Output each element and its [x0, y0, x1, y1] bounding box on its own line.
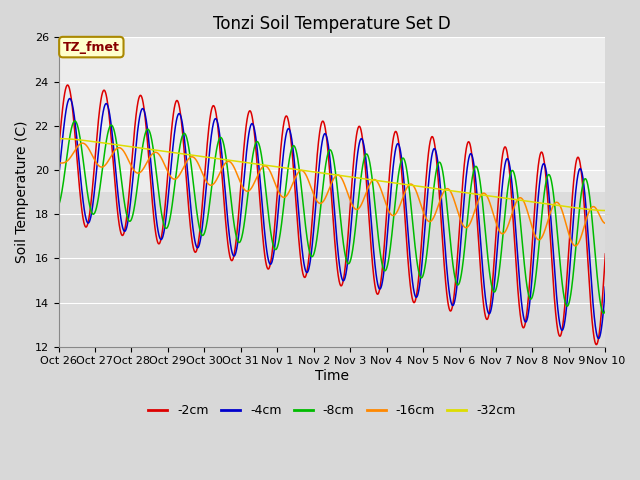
-32cm — [591, 207, 598, 213]
-32cm — [117, 143, 125, 148]
Line: -2cm: -2cm — [58, 85, 605, 345]
-4cm — [66, 96, 74, 101]
-32cm — [264, 163, 272, 168]
-32cm — [150, 147, 157, 153]
-8cm — [264, 211, 272, 217]
-4cm — [532, 223, 540, 229]
-2cm — [593, 342, 600, 348]
-2cm — [64, 82, 72, 88]
-16cm — [117, 145, 125, 151]
-2cm — [150, 212, 157, 217]
-2cm — [532, 188, 540, 194]
-8cm — [288, 144, 296, 150]
-8cm — [54, 203, 62, 208]
Y-axis label: Soil Temperature (C): Soil Temperature (C) — [15, 121, 29, 263]
-2cm — [264, 266, 272, 272]
Bar — [58, 37, 605, 192]
-8cm — [117, 175, 125, 180]
X-axis label: Time: Time — [315, 369, 349, 383]
Line: -8cm: -8cm — [58, 121, 605, 313]
-4cm — [595, 336, 602, 341]
-16cm — [532, 234, 540, 240]
-16cm — [288, 182, 296, 188]
Text: TZ_fmet: TZ_fmet — [63, 41, 120, 54]
-8cm — [71, 118, 79, 124]
-4cm — [150, 189, 157, 195]
-8cm — [600, 311, 607, 316]
Line: -4cm: -4cm — [58, 98, 605, 338]
-8cm — [150, 148, 157, 154]
-16cm — [572, 243, 579, 249]
-16cm — [150, 150, 157, 156]
-32cm — [532, 200, 540, 205]
-8cm — [532, 273, 540, 278]
-2cm — [117, 230, 125, 236]
-16cm — [602, 220, 609, 226]
-16cm — [79, 140, 86, 146]
-4cm — [602, 284, 609, 290]
-4cm — [264, 257, 272, 263]
-32cm — [288, 166, 296, 172]
-16cm — [54, 160, 62, 166]
-4cm — [54, 176, 62, 181]
-8cm — [591, 247, 598, 252]
Legend: -2cm, -4cm, -8cm, -16cm, -32cm: -2cm, -4cm, -8cm, -16cm, -32cm — [143, 399, 520, 422]
Line: -16cm: -16cm — [58, 143, 605, 246]
-8cm — [602, 307, 609, 313]
-2cm — [602, 251, 609, 257]
-16cm — [264, 166, 272, 171]
-4cm — [288, 139, 296, 144]
-32cm — [602, 208, 609, 214]
Title: Tonzi Soil Temperature Set D: Tonzi Soil Temperature Set D — [213, 15, 451, 33]
-32cm — [54, 136, 62, 142]
-4cm — [591, 319, 598, 324]
-16cm — [591, 204, 599, 210]
-2cm — [288, 149, 296, 155]
Bar — [58, 192, 605, 347]
-2cm — [591, 338, 598, 344]
Line: -32cm: -32cm — [58, 139, 605, 211]
-2cm — [54, 149, 62, 155]
-4cm — [117, 217, 125, 223]
